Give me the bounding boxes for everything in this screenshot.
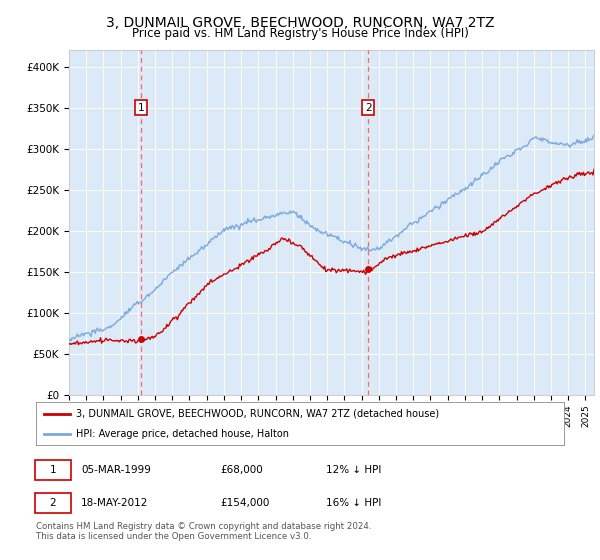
FancyBboxPatch shape xyxy=(35,460,71,480)
Text: 16% ↓ HPI: 16% ↓ HPI xyxy=(326,498,382,508)
FancyBboxPatch shape xyxy=(35,493,71,513)
Text: Price paid vs. HM Land Registry's House Price Index (HPI): Price paid vs. HM Land Registry's House … xyxy=(131,27,469,40)
Text: 3, DUNMAIL GROVE, BEECHWOOD, RUNCORN, WA7 2TZ (detached house): 3, DUNMAIL GROVE, BEECHWOOD, RUNCORN, WA… xyxy=(76,409,439,419)
Text: 2: 2 xyxy=(50,498,56,508)
Text: Contains HM Land Registry data © Crown copyright and database right 2024.
This d: Contains HM Land Registry data © Crown c… xyxy=(36,522,371,542)
Text: 1: 1 xyxy=(50,465,56,475)
Text: 12% ↓ HPI: 12% ↓ HPI xyxy=(326,465,382,475)
Text: £68,000: £68,000 xyxy=(221,465,263,475)
Text: 2: 2 xyxy=(365,103,371,113)
Text: 1: 1 xyxy=(137,103,144,113)
Text: HPI: Average price, detached house, Halton: HPI: Average price, detached house, Halt… xyxy=(76,430,289,439)
Text: 3, DUNMAIL GROVE, BEECHWOOD, RUNCORN, WA7 2TZ: 3, DUNMAIL GROVE, BEECHWOOD, RUNCORN, WA… xyxy=(106,16,494,30)
Text: 05-MAR-1999: 05-MAR-1999 xyxy=(81,465,151,475)
Text: £154,000: £154,000 xyxy=(221,498,270,508)
Text: 18-MAY-2012: 18-MAY-2012 xyxy=(81,498,148,508)
